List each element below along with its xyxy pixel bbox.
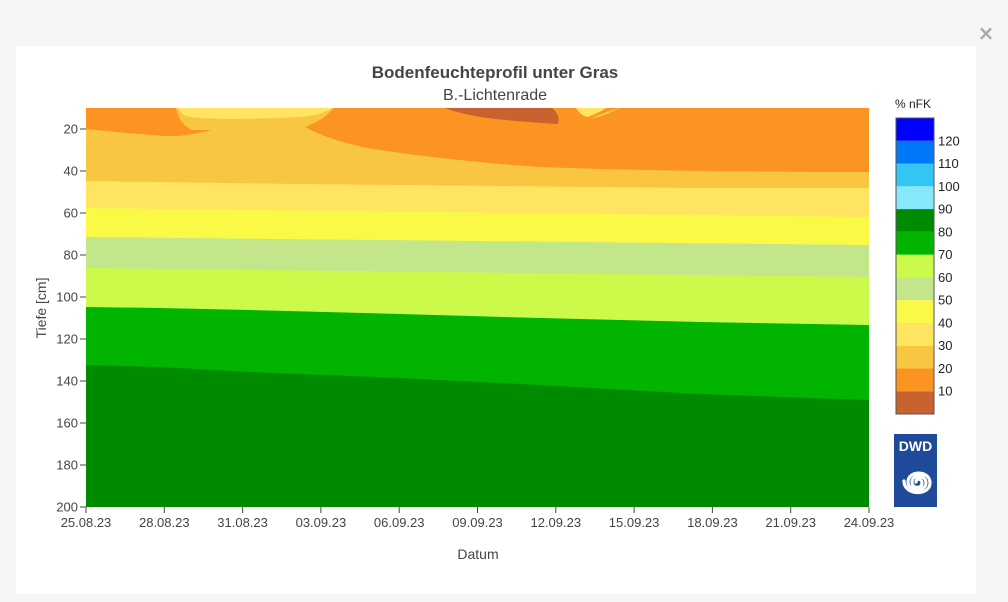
x-tick-label: 28.08.23 <box>139 515 190 530</box>
x-tick-label: 21.09.23 <box>765 515 816 530</box>
colorbar-tick-label: 40 <box>938 315 952 330</box>
colorbar-tick-label: 100 <box>938 179 960 194</box>
y-tick-label: 20 <box>64 122 78 137</box>
colorbar: 10 20 30 40 50 60 70 80 90 100 110 120 <box>895 117 960 415</box>
y-tick-label: 40 <box>64 164 78 179</box>
chart-subtitle: B.-Lichtenrade <box>443 87 547 104</box>
x-tick-label: 09.09.23 <box>452 515 503 530</box>
y-axis-label: Tiefe [cm] <box>33 278 49 339</box>
dwd-logo-text: DWD <box>899 438 932 454</box>
colorbar-tick-label: 110 <box>938 156 959 171</box>
colorbar-band <box>896 209 934 232</box>
y-tick-label: 100 <box>56 290 78 305</box>
colorbar-band <box>896 322 934 346</box>
colorbar-tick-label: 80 <box>938 224 952 239</box>
colorbar-band <box>896 186 934 210</box>
colorbar-title: % nFK <box>895 97 931 111</box>
layer-30-40-patch-b <box>576 108 606 117</box>
y-tick-label: 140 <box>56 374 78 389</box>
colorbar-band <box>896 163 934 187</box>
y-tick-label: 80 <box>64 248 78 263</box>
y-tick-label: 120 <box>56 332 78 347</box>
x-tick-label: 06.09.23 <box>374 515 425 530</box>
x-tick-label: 25.08.23 <box>61 515 112 530</box>
colorbar-border <box>895 117 935 415</box>
dwd-logo: DWD <box>894 434 937 507</box>
x-tick-label: 31.08.23 <box>217 515 268 530</box>
y-tick-label: 60 <box>64 206 78 221</box>
x-axis-label: Datum <box>457 546 498 562</box>
x-tick-label: 03.09.23 <box>296 515 347 530</box>
colorbar-band <box>896 345 934 369</box>
colorbar-tick-label: 20 <box>938 361 952 376</box>
colorbar-tick-label: 90 <box>938 202 952 217</box>
colorbar-band <box>896 391 934 414</box>
chart-title: Bodenfeuchteprofil unter Gras <box>372 63 619 82</box>
x-tick-label: 24.09.23 <box>844 515 895 530</box>
colorbar-tick-label: 120 <box>938 133 960 148</box>
dwd-logo-background <box>894 434 937 507</box>
colorbar-tick-label: 10 <box>938 384 952 399</box>
layer-10-20-main <box>305 108 869 172</box>
colorbar-band <box>896 254 934 278</box>
close-icon[interactable]: × <box>977 21 995 45</box>
colorbar-band <box>896 140 934 164</box>
colorbar-band <box>896 118 934 141</box>
colorbar-band <box>896 300 934 323</box>
layer-10-20-left <box>86 108 212 137</box>
y-tick-label: 200 <box>56 500 78 515</box>
colorbar-band <box>896 231 934 255</box>
spiral-icon <box>902 471 932 495</box>
colorbar-tick-label: 50 <box>938 293 952 308</box>
plot-area <box>86 108 869 507</box>
x-tick-label: 15.09.23 <box>609 515 660 530</box>
colorbar-band <box>896 368 934 392</box>
x-tick-label: 12.09.23 <box>530 515 581 530</box>
colorbar-tick-label: 60 <box>938 270 952 285</box>
colorbar-band <box>896 277 934 301</box>
y-tick-label: 180 <box>56 458 78 473</box>
layer-30-40-patch-a <box>178 108 333 119</box>
y-tick-label: 160 <box>56 416 78 431</box>
x-tick-label: 18.09.23 <box>687 515 738 530</box>
colorbar-tick-label: 30 <box>938 338 952 353</box>
colorbar-tick-label: 70 <box>938 247 952 262</box>
layer-0-10-patch <box>445 108 559 124</box>
